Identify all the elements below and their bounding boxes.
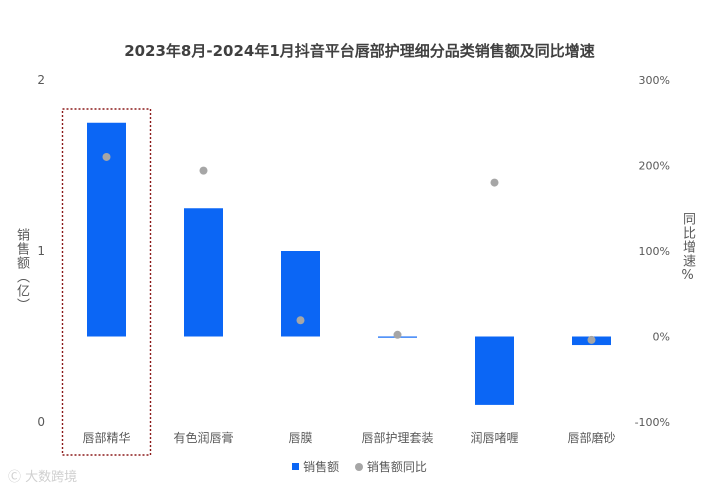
x-tick-label: 有色润唇膏 xyxy=(173,430,233,445)
scatter-point xyxy=(296,316,305,325)
legend-label-sales: 销售额 xyxy=(303,460,340,474)
watermark-text: 大数跨境 xyxy=(25,470,78,485)
legend-item-yoy: 销售额同比 xyxy=(354,458,427,475)
y-tick-left: 2 xyxy=(37,73,45,87)
legend-item-sales: 销售额 xyxy=(292,458,339,475)
scatter-point xyxy=(393,330,402,339)
y-tick-right: 0% xyxy=(653,331,670,344)
bar xyxy=(475,336,514,405)
x-tick-label: 唇部护理套装 xyxy=(361,430,433,445)
x-tick-label: 唇膜 xyxy=(288,431,312,445)
y-axis-left-label: 销售额（亿） xyxy=(14,228,29,312)
scatter-point xyxy=(490,178,499,187)
chart-title: 2023年8月-2024年1月抖音平台唇部护理细分品类销售额及同比增速 xyxy=(124,42,595,60)
x-tick-label: 唇部精华 xyxy=(82,430,130,445)
y-tick-left: 1 xyxy=(37,244,45,258)
scatter-point xyxy=(587,335,596,344)
scatter-point xyxy=(102,152,111,161)
bar xyxy=(184,208,223,337)
y-tick-right: 300% xyxy=(639,74,670,87)
watermark-logo: Ⓒ 大数跨境 xyxy=(8,470,78,485)
x-tick-label: 润唇啫喱 xyxy=(470,431,518,445)
scatter-point xyxy=(199,166,208,175)
x-tick-label: 唇部磨砂 xyxy=(567,430,615,445)
y-tick-left: 0 xyxy=(37,415,45,429)
legend: 销售额 销售额同比 xyxy=(0,458,719,475)
y-tick-right: 100% xyxy=(639,245,670,258)
y-tick-right: -100% xyxy=(635,416,670,429)
y-tick-right: 200% xyxy=(639,160,670,173)
y-axis-right-label: 同比增速% xyxy=(680,212,695,284)
legend-swatch-bar xyxy=(292,463,300,470)
highlight-box xyxy=(61,108,152,456)
legend-label-yoy: 销售额同比 xyxy=(366,460,427,474)
legend-swatch-dot xyxy=(354,463,363,471)
